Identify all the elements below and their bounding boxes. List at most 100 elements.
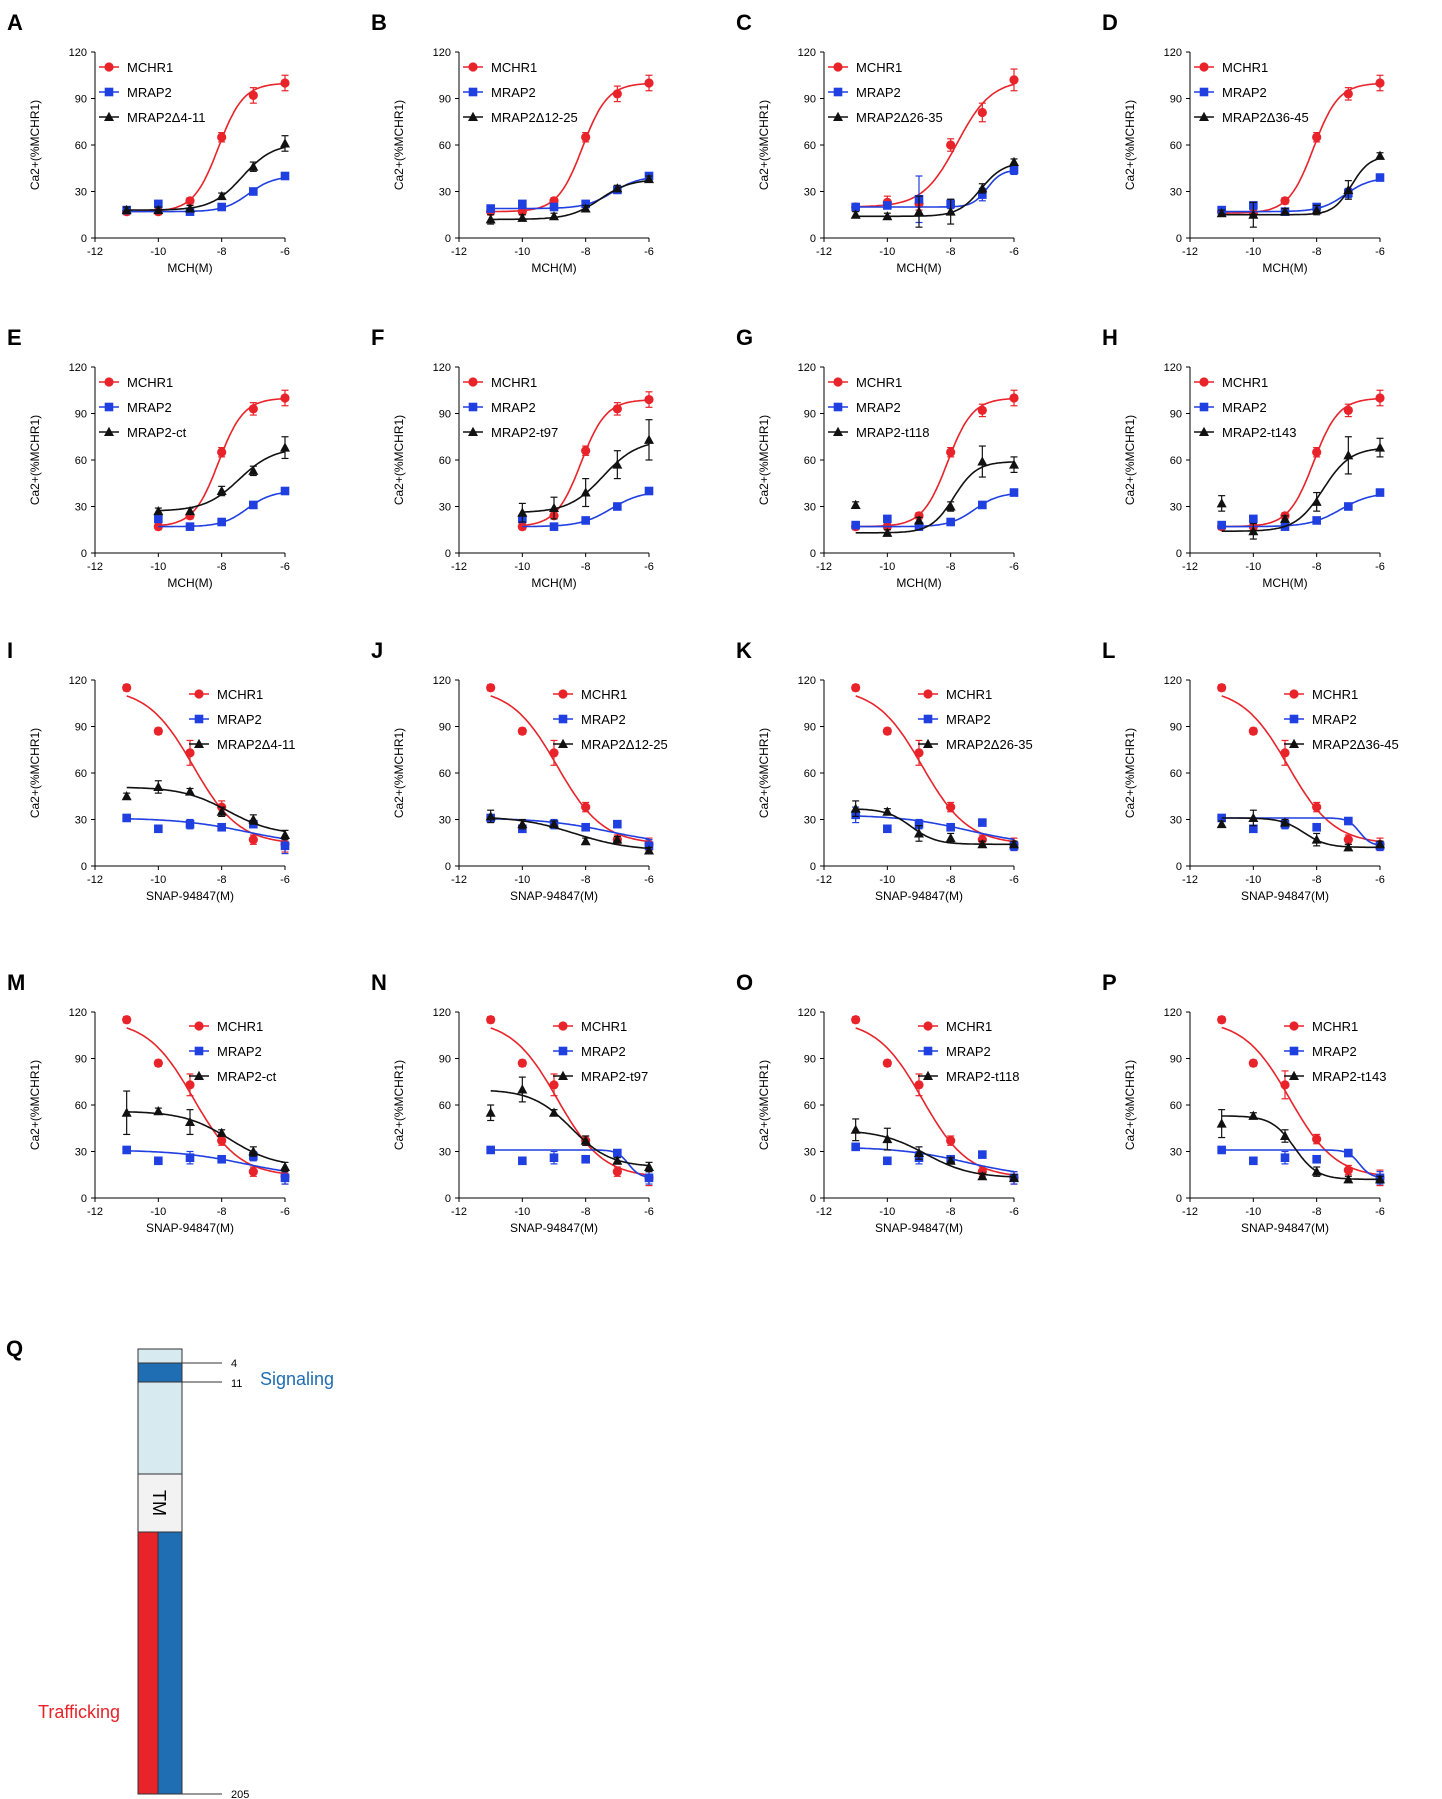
x-axis-label: SNAP-94847(M) <box>875 1221 963 1235</box>
data-point-MRAP2Δ12-25 <box>517 212 528 222</box>
y-tick-label: 0 <box>81 1193 87 1205</box>
data-point-MRAP2Δ36-45 <box>1248 812 1259 822</box>
q-segment-signaling <box>137 1362 183 1383</box>
x-axis-label: MCH(M) <box>1262 261 1307 275</box>
y-tick-label: 120 <box>1164 675 1182 687</box>
legend-label: MCHR1 <box>1222 60 1268 75</box>
fit-curve-MRAP2-t97 <box>490 1090 650 1167</box>
data-point-MRAP2-t97 <box>644 434 654 444</box>
legend-label: MRAP2Δ4-11 <box>127 110 206 125</box>
data-point-MRAP2 <box>851 1142 860 1152</box>
data-point-MRAP2Δ36-45 <box>1375 839 1385 849</box>
data-point-MRAP2-t118 <box>914 515 924 525</box>
x-tick-label: -8 <box>581 246 591 258</box>
x-tick-label: -8 <box>946 561 956 573</box>
data-point-MRAP2 <box>280 1173 290 1183</box>
data-point-MRAP2 <box>613 1148 622 1158</box>
data-point-MCHR1 <box>153 726 163 736</box>
data-point-MCHR1 <box>644 394 654 405</box>
y-tick-label: 120 <box>798 1007 816 1019</box>
data-point-MRAP2Δ26-35 <box>850 803 861 813</box>
fit-curve-MRAP2-t143 <box>1221 448 1381 532</box>
legend-label: MCHR1 <box>217 687 263 702</box>
data-point-MCHR1 <box>122 683 132 693</box>
legend-marker <box>1199 62 1209 72</box>
data-point-MRAP2 <box>914 819 924 829</box>
data-point-MRAP2 <box>1009 488 1019 497</box>
legend-marker <box>468 426 478 436</box>
x-axis-label: SNAP-94847(M) <box>146 1221 234 1235</box>
legend-marker <box>558 1046 568 1056</box>
data-point-MRAP2-t97 <box>612 459 623 469</box>
y-tick-label: 90 <box>75 1054 87 1066</box>
legend-marker <box>558 1070 568 1080</box>
y-tick-label: 120 <box>433 1007 451 1019</box>
data-point-MRAP2Δ26-35 <box>977 183 988 193</box>
legend-label: MRAP2 <box>856 85 901 100</box>
data-point-MCHR1 <box>612 404 622 414</box>
legend-marker <box>923 714 933 724</box>
x-tick-label: -10 <box>514 874 530 886</box>
legend-marker <box>833 377 843 387</box>
x-tick-label: -12 <box>451 561 467 573</box>
y-axis-label: Ca2+(%MCHR1) <box>757 1060 771 1150</box>
panel-label-I: I <box>7 638 13 663</box>
x-tick-label: -10 <box>150 874 166 886</box>
y-tick-label: 60 <box>439 140 451 152</box>
legend-marker <box>194 1046 204 1056</box>
data-point-MRAP2-t118 <box>882 527 893 537</box>
data-point-MRAP2Δ4-11 <box>216 806 227 816</box>
panel-label-B: B <box>371 10 387 35</box>
panel-P: P 0 30 60 90 120 -12 -10 -8 -6 SNAP-94847(M) Ca2+(%… <box>1102 970 1386 1235</box>
data-point-MRAP2-t143 <box>1280 513 1290 523</box>
data-point-MRAP2-t118 <box>1009 1172 1019 1182</box>
y-tick-label: 0 <box>445 233 451 245</box>
legend-marker <box>194 738 204 748</box>
data-point-MRAP2-t97 <box>644 1161 654 1171</box>
y-tick-label: 30 <box>439 1147 451 1159</box>
q-trafficking-label: Trafficking <box>38 1702 120 1722</box>
legend-label: MCHR1 <box>1222 375 1268 390</box>
data-point-MCHR1 <box>1009 393 1019 403</box>
x-tick-label: -12 <box>816 561 832 573</box>
legend-marker <box>1289 689 1299 699</box>
data-point-MRAP2Δ12-25 <box>644 173 654 184</box>
panel-O: O 0 30 60 90 120 -12 -10 -8 -6 SNAP-94847(M) Ca2+(%… <box>736 970 1019 1235</box>
fit-curve-MRAP2Δ12-25 <box>490 817 650 850</box>
data-point-MRAP2Δ36-45 <box>1216 208 1227 218</box>
legend-label: MRAP2 <box>946 1044 991 1059</box>
panel-label-P: P <box>1102 970 1117 995</box>
legend-label: MRAP2 <box>217 712 262 727</box>
data-point-MCHR1 <box>1217 683 1227 693</box>
fit-curve-MRAP2 <box>855 815 1015 841</box>
data-point-MCHR1 <box>1375 78 1385 88</box>
x-tick-label: -10 <box>1245 874 1261 886</box>
x-tick-label: -8 <box>217 246 227 258</box>
data-point-MCHR1 <box>946 140 956 150</box>
panel-label-N: N <box>371 970 387 995</box>
data-point-MRAP2-ct <box>248 1146 259 1156</box>
data-point-MRAP2-t118 <box>977 1171 988 1181</box>
data-point-MRAP2Δ4-11 <box>248 814 259 824</box>
data-point-MRAP2Δ12-25 <box>517 818 528 829</box>
y-axis-label: Ca2+(%MCHR1) <box>392 728 406 818</box>
data-point-MRAP2 <box>518 1156 527 1166</box>
data-point-MRAP2-ct <box>216 485 227 495</box>
fit-curve-MRAP2Δ36-45 <box>1221 817 1380 849</box>
data-point-MRAP2Δ4-11 <box>280 829 290 839</box>
q-residue-4: 4 <box>231 1358 237 1370</box>
legend-label: MRAP2 <box>856 400 901 415</box>
data-point-MRAP2-t118 <box>914 1147 924 1158</box>
legend-label: MRAP2-t97 <box>491 425 558 440</box>
data-point-MRAP2-t143 <box>1216 498 1227 508</box>
y-tick-label: 90 <box>1170 94 1182 106</box>
data-point-MRAP2 <box>1249 824 1258 834</box>
legend-marker <box>1289 1070 1299 1080</box>
fit-curve-MRAP2 <box>126 818 286 840</box>
data-point-MRAP2Δ36-45 <box>1280 206 1290 216</box>
x-tick-label: -12 <box>451 874 467 886</box>
y-tick-label: 30 <box>439 815 451 827</box>
data-point-MCHR1 <box>914 748 924 758</box>
data-point-MCHR1 <box>185 1080 195 1090</box>
